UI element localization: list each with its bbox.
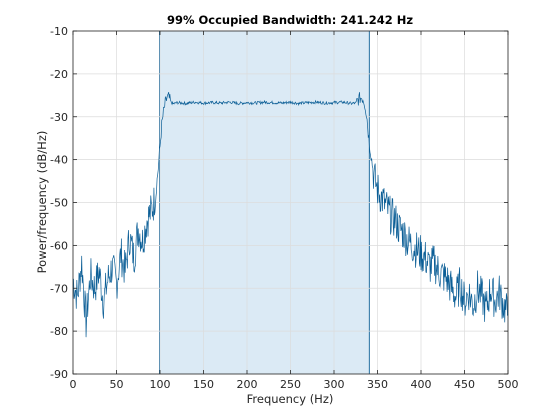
y-tick-label: -90 [50,368,68,381]
x-tick-label: 400 [411,378,432,391]
x-tick-label: 450 [454,378,475,391]
y-tick-label: -30 [50,111,68,124]
y-tick-label: -50 [50,197,68,210]
x-tick-label: 350 [367,378,388,391]
y-tick-label: -60 [50,239,68,252]
tick-layer: 0 50 100 150 200 250 300 350 400 450 500 -90 -80 -70 -… [50,25,518,391]
y-tick-label: -20 [50,68,68,81]
psd-line-layer [72,92,509,338]
x-tick-label: 250 [280,378,301,391]
y-tick-label: -70 [50,282,68,295]
x-tick-label: 200 [237,378,258,391]
x-axis-label: Frequency (Hz) [247,392,334,406]
y-tick-label: -80 [50,325,68,338]
y-axis-label: Power/frequency (dB/Hz) [35,131,49,274]
x-tick-label: 50 [110,378,124,391]
x-tick-label: 500 [498,378,519,391]
y-tick-label: -10 [50,25,68,38]
x-tick-label: 0 [70,378,77,391]
x-tick-label: 150 [193,378,214,391]
y-tick-label: -40 [50,154,68,167]
x-tick-label: 100 [150,378,171,391]
chart-title: 99% Occupied Bandwidth: 241.242 Hz [167,13,413,27]
x-tick-label: 300 [324,378,345,391]
psd-series-line [72,92,509,338]
grid-layer [72,30,509,375]
